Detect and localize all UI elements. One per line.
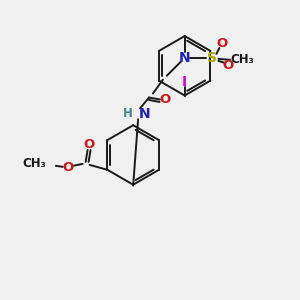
Text: N: N <box>139 107 151 121</box>
Text: N: N <box>179 51 190 65</box>
Text: H: H <box>123 107 133 120</box>
Text: O: O <box>159 93 170 106</box>
Text: O: O <box>83 138 94 151</box>
Text: O: O <box>223 59 234 72</box>
Text: CH₃: CH₃ <box>230 53 254 66</box>
Text: S: S <box>207 51 218 65</box>
Text: O: O <box>217 38 228 50</box>
Text: CH₃: CH₃ <box>22 158 46 170</box>
Text: I: I <box>182 75 187 88</box>
Text: O: O <box>62 161 74 174</box>
